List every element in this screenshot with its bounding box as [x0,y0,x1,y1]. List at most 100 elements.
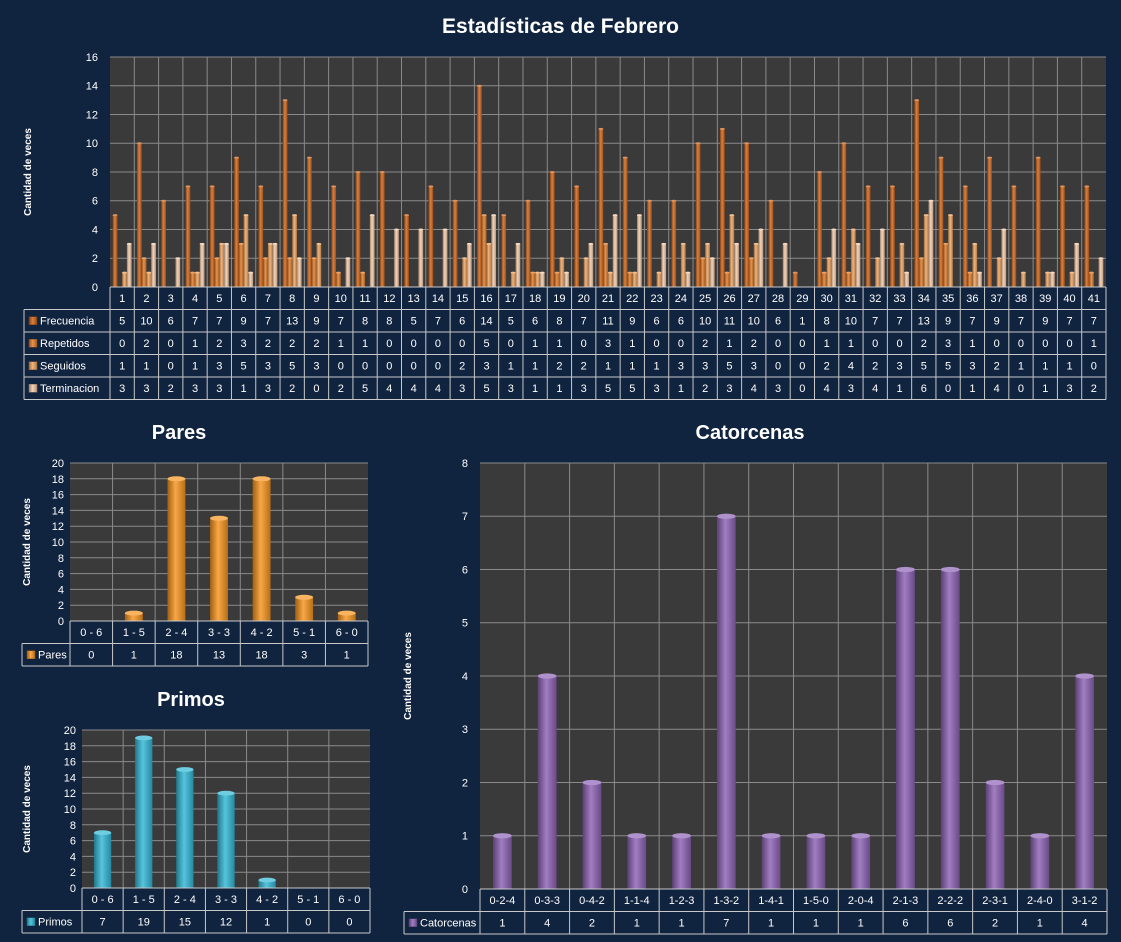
estadisticas-bar-frecuencia-cap [136,142,142,145]
estadisticas-data-value: 8 [362,316,368,328]
estadisticas-data-value: 5 [289,361,295,373]
estadisticas-bar-frecuencia [792,272,798,287]
pares-category-label: 2 - 4 [165,627,187,639]
estadisticas-bar-terminacion-cap [1074,242,1080,245]
estadisticas-bar-frecuencia-cap [890,185,895,188]
estadisticas-data-value: 2 [289,338,295,350]
primos-data-value: 12 [220,917,232,929]
estadisticas-data-value: 1 [726,338,732,350]
estadisticas-data-value: 2 [702,338,708,350]
estadisticas-bar-seguidos-cap [850,228,856,231]
estadisticas-bar-repetidos-cap [724,271,730,274]
estadisticas-bar-frecuencia-cap [719,127,725,130]
estadisticas-data-value: 3 [1066,383,1072,395]
estadisticas-category-label: 18 [529,293,541,305]
estadisticas-bar-frecuencia [1060,186,1065,287]
estadisticas-bar-seguidos [1069,272,1075,287]
estadisticas-data-value: 1 [532,383,538,395]
estadisticas-data-value: 0 [119,338,125,350]
estadisticas-bar-seguidos [1045,272,1051,287]
estadisticas-bar-frecuencia-cap [817,171,822,173]
primos-bar-primos-cap [93,830,112,836]
estadisticas-category-label: 13 [408,293,420,305]
estadisticas-bar-repetidos-cap [749,257,754,260]
estadisticas-data-value: 0 [168,338,174,350]
estadisticas-data-value: 9 [629,316,635,328]
catorcenas-bar-catorcenas-cap [806,833,826,839]
estadisticas-bar-frecuencia-cap [282,99,288,102]
estadisticas-data-value: 5 [921,361,927,373]
estadisticas-bar-seguidos [559,258,565,287]
estadisticas-bar-frecuencia [962,186,968,287]
pares-bar-pares-cap [252,476,271,482]
estadisticas-data-value: 5 [483,383,489,395]
catorcenas-ytick: 5 [462,618,468,630]
estadisticas-category-label: 14 [432,293,444,305]
estadisticas-data-value: 13 [918,316,930,328]
estadisticas-bar-seguidos-cap [1020,271,1026,274]
catorcenas-bar-catorcenas [1030,835,1050,889]
catorcenas-ytick: 1 [462,831,468,843]
estadisticas-bar-frecuencia-cap [307,156,312,159]
estadisticas-bar-terminacion-cap [855,242,861,245]
primos-data-value: 1 [264,917,270,929]
estadisticas-data-value: 5 [241,361,247,373]
estadisticas-data-value: 1 [824,338,830,350]
estadisticas-data-value: 3 [216,383,222,395]
estadisticas-bar-seguidos-cap [219,242,225,245]
estadisticas-bar-seguidos-cap [1045,271,1051,274]
estadisticas-bar-terminacion-cap [151,242,156,245]
estadisticas-data-value: 0 [386,361,392,373]
estadisticas-data-value: 8 [556,316,562,328]
estadisticas-data-value: 3 [483,361,489,373]
estadisticas-bar-terminacion [369,215,375,287]
estadisticas-data-value: 1 [192,338,198,350]
estadisticas-bar-seguidos-cap [583,257,589,260]
primos-ytick: 8 [70,820,76,832]
catorcenas-ytick: 4 [462,671,468,683]
primos-ytick: 2 [70,867,76,879]
catorcenas-bar-catorcenas [582,782,602,889]
estadisticas-bar-repetidos-cap [627,271,633,274]
estadisticas-bar-seguidos [486,243,492,287]
estadisticas-data-value: 9 [945,316,951,328]
estadisticas-data-value: 1 [143,361,149,373]
estadisticas-category-label: 1 [119,293,125,305]
estadisticas-data-value: 0 [799,383,805,395]
primos-data-value: 15 [179,917,191,929]
estadisticas-bar-repetidos-cap [190,271,196,274]
pares-ytick: 6 [58,569,64,581]
estadisticas-ylabel: Cantidad de veces [23,128,34,216]
estadisticas-data-value: 2 [556,361,562,373]
estadisticas-data-value: 4 [411,383,417,395]
primos-ytick: 18 [64,741,76,753]
estadisticas-bar-frecuencia-cap [647,199,652,202]
estadisticas-bar-repetidos [214,258,220,287]
estadisticas-category-label: 28 [772,293,784,305]
estadisticas-bar-seguidos [243,215,249,287]
estadisticas-data-value: 7 [896,316,902,328]
estadisticas-bar-terminacion-cap [661,242,667,245]
estadisticas-bar-terminacion-cap [709,257,715,260]
estadisticas-category-label: 20 [578,293,590,305]
estadisticas-data-value: 0 [168,361,174,373]
pares-bar-pares [167,478,186,621]
catorcenas-data-value: 1 [634,918,640,930]
estadisticas-bar-terminacion [296,258,302,287]
estadisticas-bar-repetidos-cap [214,257,220,260]
estadisticas-data-value: 3 [313,361,319,373]
estadisticas-bar-repetidos [238,243,244,287]
catorcenas-bar-catorcenas-cap [1075,673,1095,679]
estadisticas-bar-frecuencia [744,143,750,287]
estadisticas-legend-icon-terminacion [28,384,38,393]
pares-data-value: 1 [344,650,350,662]
estadisticas-bar-repetidos-cap [967,271,973,274]
catorcenas-bar-catorcenas-cap [582,779,602,786]
estadisticas-bar-frecuencia-cap [768,199,774,202]
pares-data-value: 3 [301,650,307,662]
catorcenas-category-label: 2-2-2 [937,895,963,907]
estadisticas-bar-seguidos [632,272,638,287]
catorcenas-bar-catorcenas-cap [716,513,736,519]
catorcenas-bar-catorcenas [940,569,960,889]
estadisticas-data-value: 9 [313,316,319,328]
